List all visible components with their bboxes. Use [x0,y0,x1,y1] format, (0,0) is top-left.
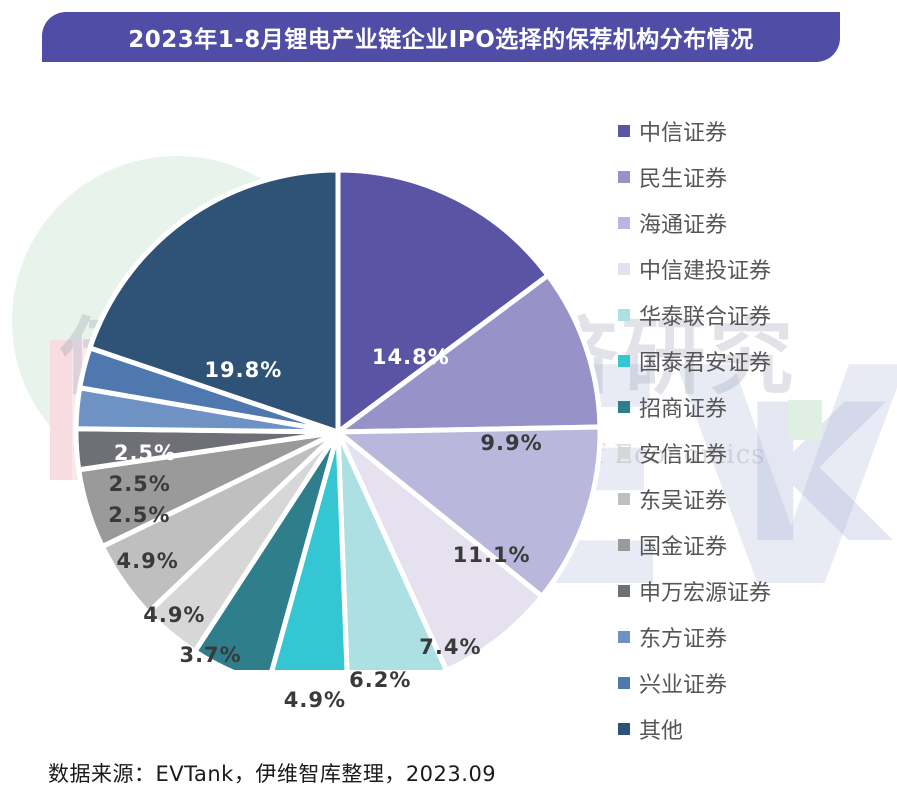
legend-item[interactable]: 中信证券 [618,108,888,154]
legend-swatch-icon [618,309,630,321]
source-note: 数据来源：EVTank，伊维智库整理，2023.09 [48,762,497,786]
legend-item-label: 东吴证券 [639,489,728,514]
chart-title-bar: 2023年1-8月锂电产业链企业IPO选择的保荐机构分布情况 [42,12,840,62]
legend-item[interactable]: 中信建投证券 [618,246,888,292]
pie-slice-label: 3.7% [179,643,242,668]
legend-swatch-icon [618,125,630,137]
pie-slice[interactable] [335,429,450,670]
legend-swatch-icon [618,355,630,367]
legend-item-label: 国泰君安证券 [639,351,772,376]
legend-item-label: 华泰联合证券 [639,305,772,330]
pie-slice-label: 2.5% [113,441,177,466]
legend-swatch-icon [618,585,630,597]
legend-item-label: 其他 [639,719,684,744]
legend-item-label: 国金证券 [639,535,728,560]
legend-item-label: 民生证券 [639,167,728,192]
pie-slice[interactable] [335,272,603,435]
pie-slice-label: 19.8% [204,357,283,382]
pie-slice-label: 4.9% [143,603,206,628]
chart-legend: 中信证券民生证券海通证券中信建投证券 华泰联合证券 国泰君安证券 招商证券安信证券东吴… [618,108,888,752]
pie-slice[interactable] [335,429,545,670]
pie-slice-label: 4.9% [224,671,288,696]
pie-slice[interactable] [335,424,603,599]
legend-swatch-icon [618,171,630,183]
legend-item-label: 中信建投证券 [639,259,772,284]
legend-item-label: 招商证券 [639,397,728,422]
pie-slice-label: 9.9% [480,430,543,455]
pie-slice-label: 11.1% [452,542,531,567]
legend-item-label: 东方证券 [639,627,728,652]
legend-item-label: 申万宏源证券 [639,581,772,606]
legend-item[interactable]: 兴业证券 [618,660,888,706]
legend-item[interactable]: 国泰君安证券 [618,338,888,384]
legend-item[interactable]: 海通证券 [618,200,888,246]
legend-swatch-icon [618,217,630,229]
legend-item[interactable]: 华泰联合证券 [618,292,888,338]
legend-item[interactable]: 民生证券 [618,154,888,200]
legend-item[interactable]: 招商证券 [618,384,888,430]
legend-swatch-icon [618,447,630,459]
legend-swatch-icon [618,539,630,551]
legend-swatch-icon [618,631,630,643]
legend-item[interactable]: 东方证券 [618,614,888,660]
legend-item-label: 海通证券 [639,213,728,238]
pie-slice-label: 2.5% [108,503,171,528]
pie-slice-group [73,167,603,670]
legend-item[interactable]: 安信证券 [618,430,888,476]
legend-swatch-icon [618,723,630,735]
legend-swatch-icon [618,493,630,505]
pie-slice-label: 7.4% [419,634,482,659]
pie-slice-label: 4.9% [116,548,179,573]
pie-slice-label: 2.5% [108,471,171,496]
legend-swatch-icon [618,263,630,275]
legend-swatch-icon [618,677,630,689]
legend-item-label: 安信证券 [639,443,728,468]
pie-chart-svg [73,167,603,670]
legend-item[interactable]: 国金证券 [618,522,888,568]
legend-item[interactable]: 其他 [618,706,888,752]
legend-item[interactable]: 申万宏源证券 [618,568,888,614]
page-title: 2023年1-8月锂电产业链企业IPO选择的保荐机构分布情况 [128,27,754,53]
legend-item-label: 兴业证券 [639,673,728,698]
pie-slice-label: 14.8% [371,344,450,369]
legend-item-label: 中信证券 [639,121,728,146]
legend-swatch-icon [618,401,630,413]
pie-slice-label: 6.2% [349,668,412,693]
legend-item[interactable]: 东吴证券 [618,476,888,522]
pie-slice[interactable] [335,167,551,435]
pie-slice-label: 4.9% [283,687,347,712]
